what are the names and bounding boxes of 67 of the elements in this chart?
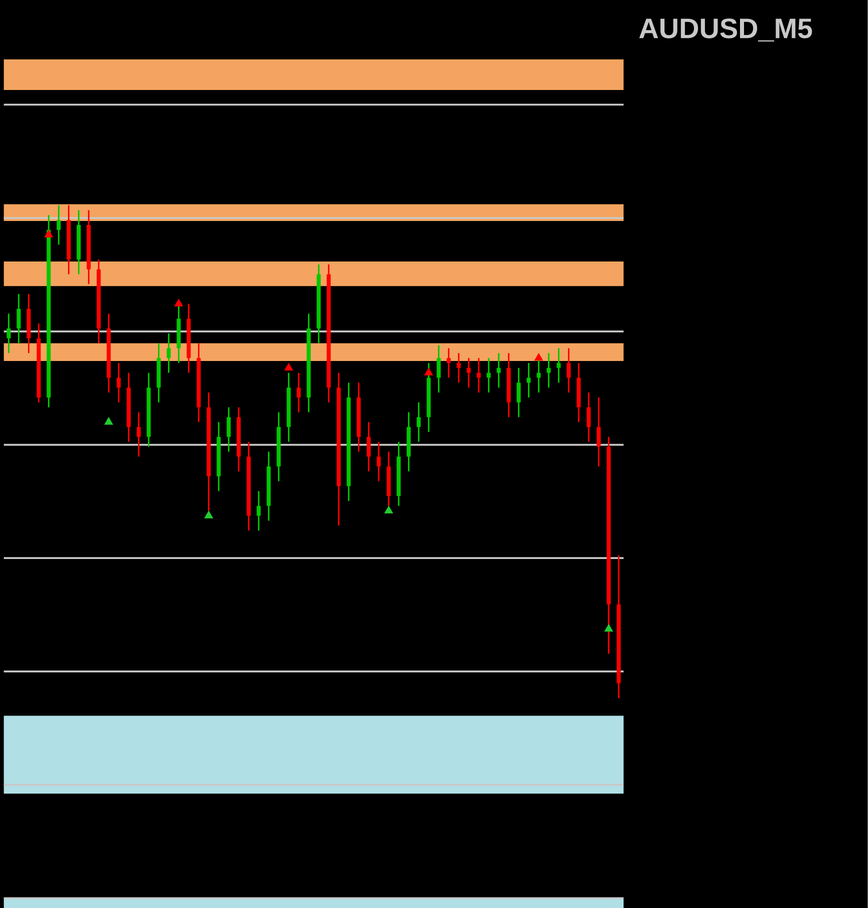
candlestick <box>516 367 521 418</box>
candlestick <box>396 441 401 507</box>
candlestick <box>96 258 101 344</box>
point <box>534 353 544 361</box>
candlestick <box>476 357 481 394</box>
candlestick <box>76 209 81 275</box>
point <box>104 417 114 425</box>
point <box>174 298 184 306</box>
point <box>384 506 394 514</box>
candlestick <box>6 312 11 354</box>
candlestick <box>556 347 561 384</box>
candlestick <box>596 396 601 468</box>
candlestick <box>36 322 41 404</box>
candlestick <box>246 441 251 532</box>
candlestick <box>326 264 331 404</box>
candlestick <box>116 362 121 404</box>
candlestick <box>506 352 511 418</box>
candlestick <box>316 264 321 344</box>
candlestick <box>66 204 71 275</box>
candlestick <box>376 441 381 482</box>
candlestick <box>526 362 531 398</box>
candlestick <box>126 372 131 443</box>
candlestick <box>346 382 351 502</box>
candlestick <box>306 312 311 413</box>
candlestick <box>146 372 151 448</box>
point <box>44 230 54 238</box>
point <box>424 368 434 376</box>
candlestick <box>236 406 241 472</box>
point <box>284 362 294 370</box>
candlestick <box>546 352 551 388</box>
candlestick <box>196 342 201 423</box>
candlestick <box>136 412 141 458</box>
candlestick <box>276 412 281 482</box>
candlestick <box>16 293 21 344</box>
candlestick <box>166 332 171 374</box>
candlestick <box>356 382 361 452</box>
candlestick <box>616 554 621 699</box>
text: AUDUSD_M5 <box>639 18 812 42</box>
candlestick <box>156 342 161 404</box>
candlestick <box>566 347 571 394</box>
candlestick <box>446 347 451 378</box>
candlestick <box>466 357 471 388</box>
candlestick <box>386 450 391 507</box>
candlestick <box>86 209 91 285</box>
candlestick <box>296 372 301 413</box>
candlestick <box>256 490 261 532</box>
candlestick <box>436 344 441 394</box>
candlestick <box>576 362 581 423</box>
candlestick <box>266 450 271 522</box>
candlestick <box>226 406 231 452</box>
candlestick <box>366 421 371 472</box>
candlestick <box>206 392 211 512</box>
candlestick <box>496 352 501 388</box>
candlestick <box>26 293 31 354</box>
point <box>204 510 214 518</box>
candlestick <box>456 352 461 384</box>
candlestick <box>416 402 421 443</box>
candlestick <box>586 392 591 443</box>
candlestick <box>286 372 291 443</box>
candlestick <box>336 372 341 526</box>
candlestick <box>106 312 111 394</box>
candlestick <box>186 303 191 374</box>
candlestick <box>56 204 61 246</box>
candlestick <box>486 357 491 394</box>
candlestick <box>406 412 411 472</box>
candlestick <box>216 421 221 492</box>
point <box>604 624 614 632</box>
